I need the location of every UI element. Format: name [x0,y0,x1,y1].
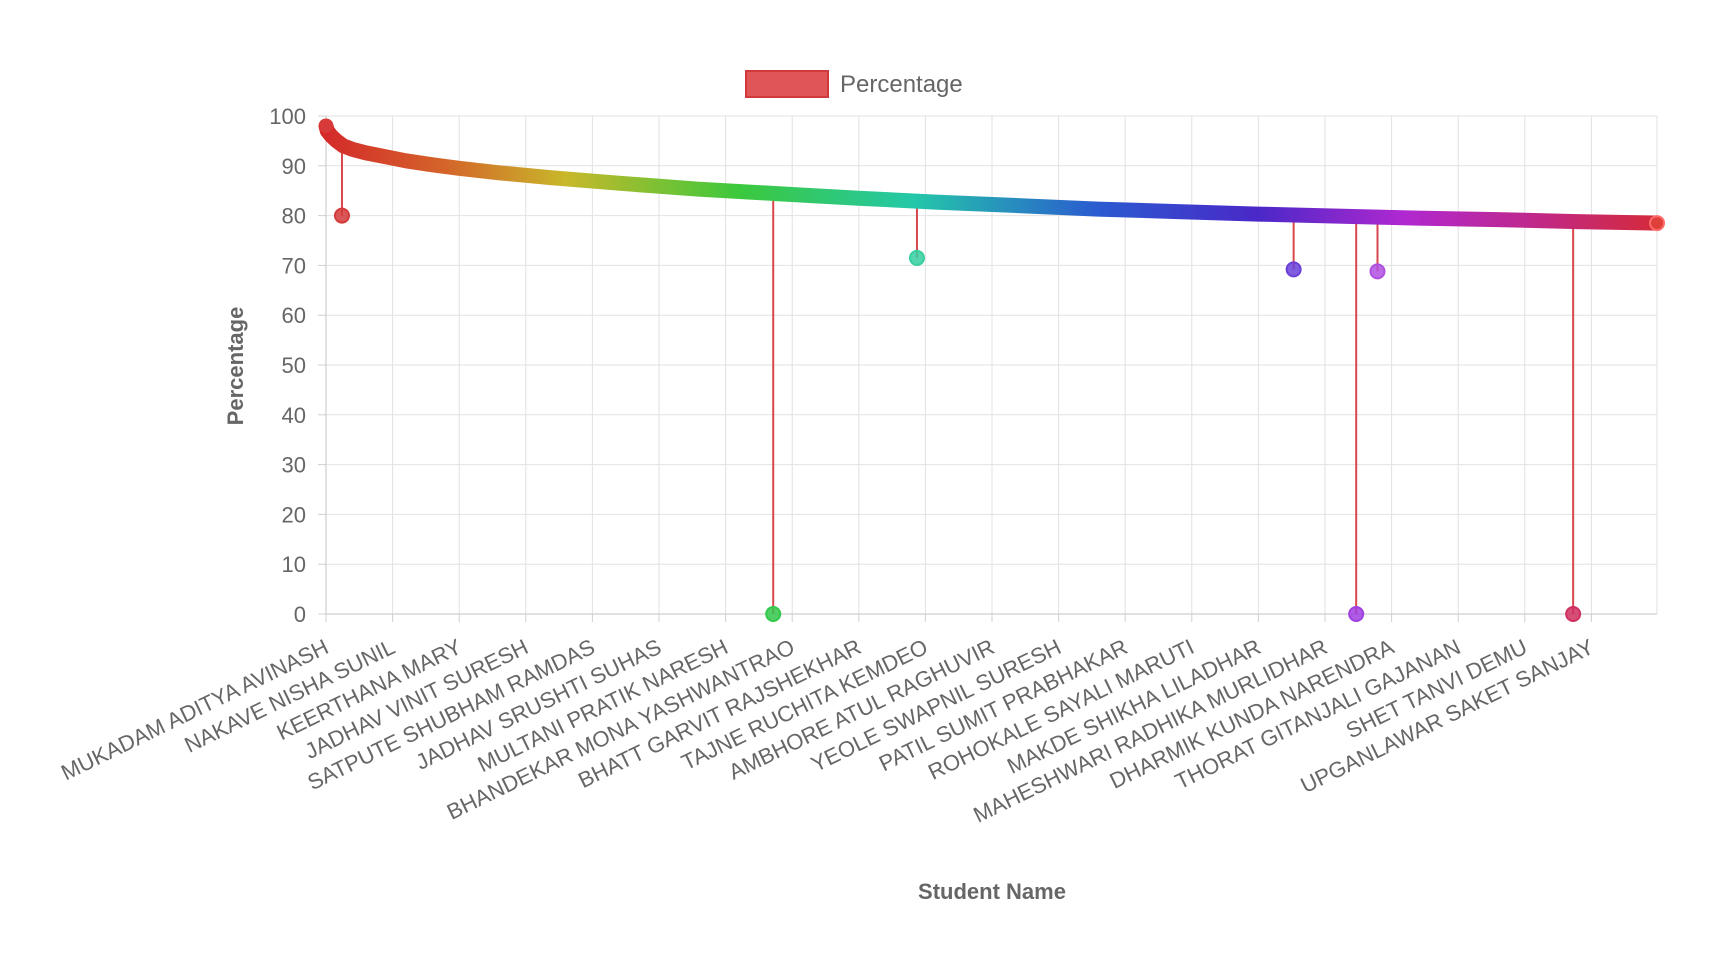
data-point-outlier [1348,606,1365,622]
data-point-outlier [1565,606,1582,622]
y-tick-label: 70 [282,253,306,278]
data-point-outlier [333,207,350,224]
y-tick-label: 80 [282,204,306,229]
legend[interactable]: Percentage [745,70,963,98]
y-tick-label: 90 [282,154,306,179]
data-point-outlier [765,606,782,622]
y-tick-label: 0 [294,602,306,627]
data-point-start [319,118,333,133]
y-axis-ticks: 0 10 20 30 40 50 60 70 80 90 100 [269,104,326,627]
x-tick-label: MUKADAM ADITYA AVINASH [57,634,332,785]
data-point-outlier [908,249,925,266]
y-tick-label: 50 [282,353,306,378]
data-point-outlier [1285,261,1302,278]
x-axis-title: Student Name [918,879,1066,904]
y-axis-title: Percentage [223,307,248,426]
legend-swatch-percentage[interactable] [745,70,829,98]
series-line-percentage [318,118,1665,231]
y-tick-label: 100 [269,104,306,129]
y-tick-label: 30 [282,453,306,478]
y-tick-label: 60 [282,303,306,328]
series-percentage [318,118,1665,622]
legend-label-percentage[interactable]: Percentage [840,71,963,98]
y-tick-label: 40 [282,403,306,428]
data-point-outlier [1369,263,1386,280]
y-tick-label: 20 [282,502,306,527]
gridlines [325,115,1658,615]
data-point-end [1649,215,1665,232]
y-tick-label: 10 [282,552,306,577]
